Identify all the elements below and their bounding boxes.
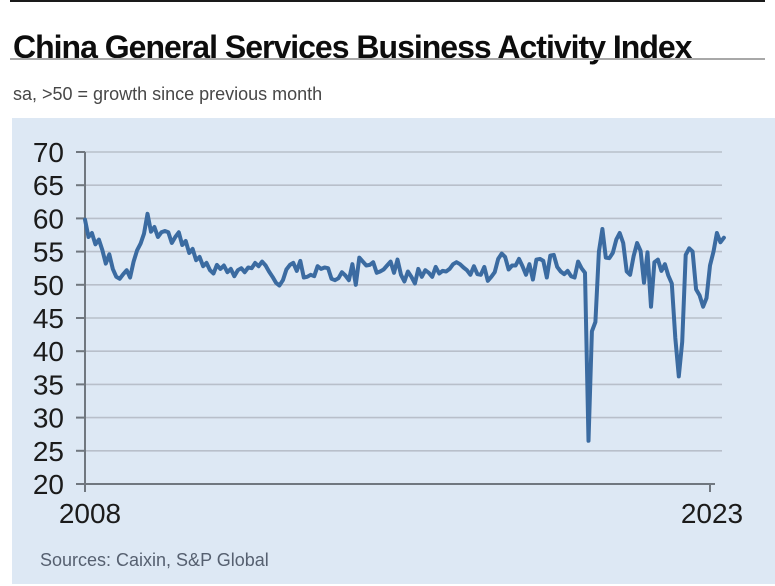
top-border [10,0,765,2]
y-axis-label: 35 [33,369,64,400]
pmi-line-series [83,211,726,443]
y-axis-label: 45 [33,303,64,334]
y-axis-label: 30 [33,403,64,434]
title-divider [10,58,765,60]
y-axis-label: 50 [33,270,64,301]
chart-title: China General Services Business Activity… [13,29,692,66]
y-axis-label: 55 [33,237,64,268]
chart-panel: 20 25 30 35 40 45 50 55 60 65 70 2008 2023 Sources: … [12,118,775,584]
y-axis-label: 40 [33,336,64,367]
x-axis-label: 2023 [681,498,743,529]
x-axis-label: 2008 [59,498,121,529]
y-axis-label: 70 [33,137,64,168]
source-note: Sources: Caixin, S&P Global [40,550,269,570]
chart-subtitle: sa, >50 = growth since previous month [13,84,323,104]
y-axis-label: 20 [33,469,64,500]
y-axis-label: 65 [33,170,64,201]
y-axis-label: 60 [33,203,64,234]
y-axis-label: 25 [33,436,64,467]
